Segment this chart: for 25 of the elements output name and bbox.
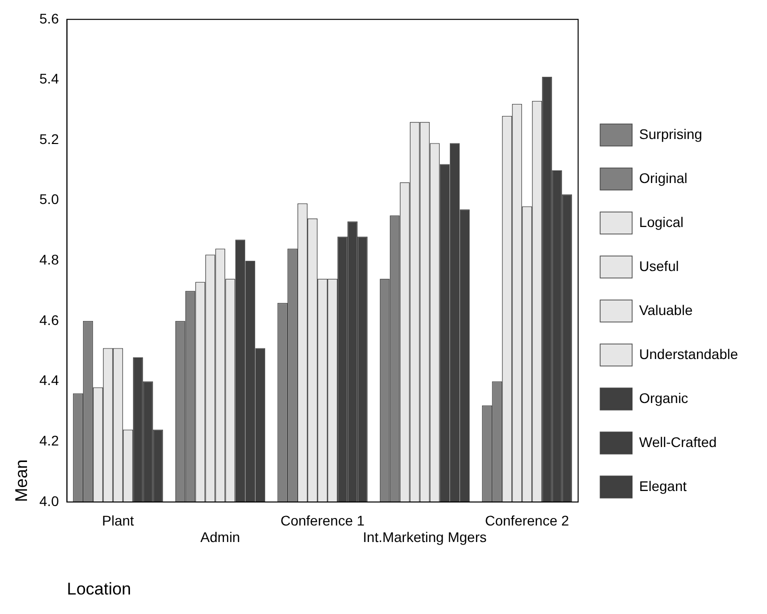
legend-label: Understandable (639, 346, 738, 362)
legend-label: Logical (639, 214, 684, 230)
legend-label: Elegant (639, 478, 687, 494)
y-tick-label: 4.2 (39, 432, 60, 449)
legend-label: Useful (639, 258, 679, 274)
y-tick-label: 5.2 (39, 130, 60, 147)
y-tick-label: 5.4 (39, 70, 60, 87)
legend-label: Original (639, 170, 688, 186)
legend-label: Well-Crafted (639, 434, 717, 450)
legend-label: Organic (639, 390, 688, 406)
y-tick-label: 5.6 (39, 10, 60, 26)
y-tick-label: 4.4 (39, 372, 60, 388)
legend-label: Valuable (639, 302, 693, 318)
y-axis-title: Mean (12, 459, 31, 502)
y-tick-label: 4.6 (39, 312, 60, 328)
x-tick-label: Plant (102, 512, 134, 528)
y-tick-label: 5.0 (39, 191, 60, 208)
x-tick-label: Admin (200, 529, 240, 546)
x-tick-label: Int.Marketing Mgers (362, 529, 487, 546)
legend-label: Surprising (639, 126, 702, 142)
x-tick-label: Conference 1 (280, 512, 365, 528)
y-tick-label: 4.0 (39, 492, 60, 509)
x-tick-label: Conference 2 (484, 512, 570, 528)
x-axis-title: Location (66, 579, 132, 598)
y-tick-label: 4.8 (39, 252, 60, 268)
